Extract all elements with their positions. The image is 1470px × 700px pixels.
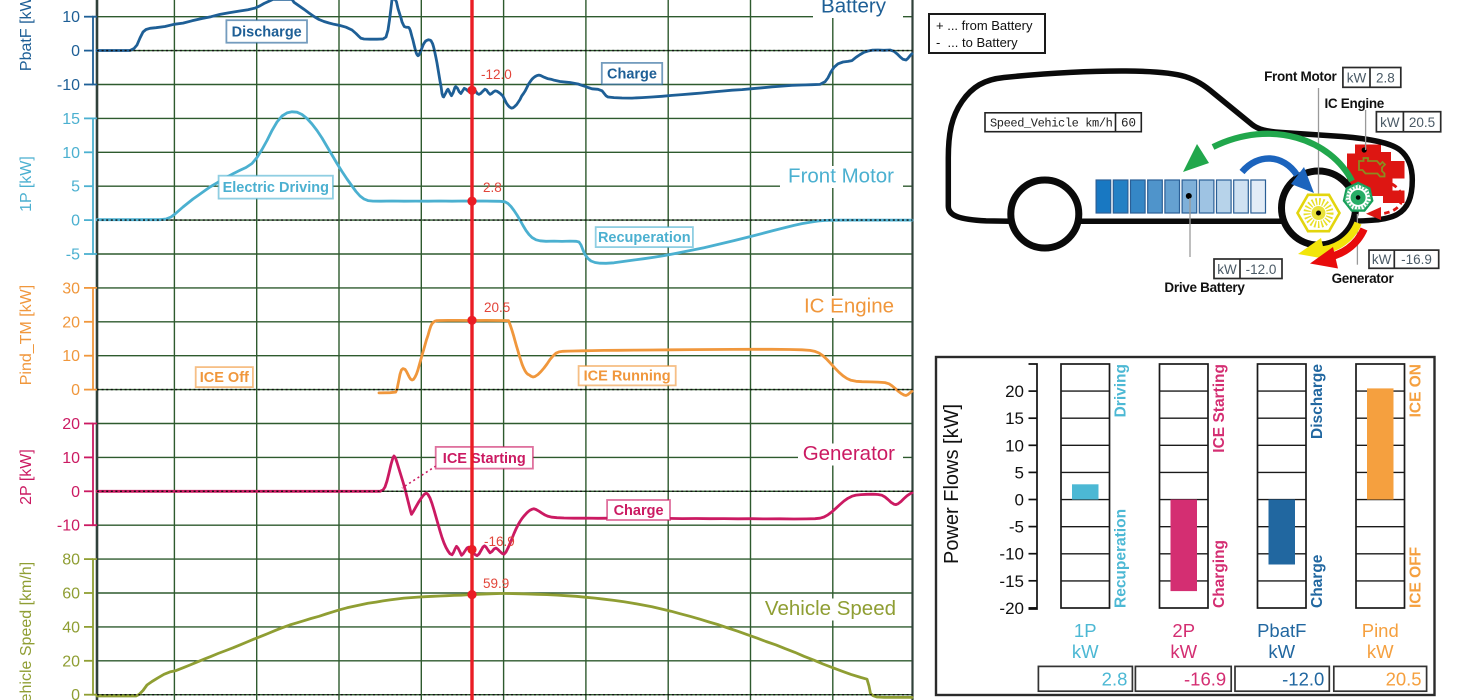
svg-text:kW: kW — [1170, 641, 1197, 662]
svg-text:Speed_Vehicle km/h: Speed_Vehicle km/h — [990, 117, 1113, 131]
svg-text:-5: -5 — [66, 247, 80, 264]
svg-text:60: 60 — [62, 586, 80, 603]
svg-text:0: 0 — [71, 687, 80, 700]
svg-text:IC Engine: IC Engine — [804, 295, 894, 318]
svg-text:Pind: Pind — [1362, 620, 1399, 641]
svg-text:ICE OFF: ICE OFF — [1408, 547, 1425, 608]
svg-text:2.8: 2.8 — [483, 180, 502, 195]
svg-text:0: 0 — [71, 43, 80, 60]
svg-text:Recuperation: Recuperation — [598, 230, 691, 246]
svg-text:Charging: Charging — [1211, 540, 1228, 608]
svg-text:Generator: Generator — [803, 442, 895, 465]
svg-text:Recuperation: Recuperation — [1113, 509, 1130, 608]
svg-text:20: 20 — [62, 416, 80, 433]
svg-text:0: 0 — [71, 484, 80, 501]
svg-text:kW: kW — [1380, 115, 1400, 130]
svg-text:10: 10 — [1005, 436, 1024, 455]
svg-text:40: 40 — [62, 619, 80, 636]
svg-text:Charge: Charge — [614, 503, 664, 519]
svg-text:10: 10 — [62, 450, 80, 467]
svg-text:0: 0 — [71, 213, 80, 230]
svg-text:Front Motor: Front Motor — [1264, 69, 1337, 84]
svg-text:Battery: Battery — [821, 0, 887, 18]
svg-text:-10: -10 — [999, 545, 1024, 564]
svg-text:Driving: Driving — [1113, 364, 1130, 417]
svg-text:59.9: 59.9 — [483, 576, 509, 591]
svg-text:20.5: 20.5 — [1409, 115, 1435, 130]
svg-text:Front Motor: Front Motor — [788, 165, 894, 188]
svg-text:Generator: Generator — [1332, 271, 1395, 286]
svg-text:ICE Running: ICE Running — [584, 369, 671, 385]
svg-text:-16.9: -16.9 — [1401, 252, 1432, 267]
svg-text:5: 5 — [1015, 463, 1024, 482]
svg-text:Drive Battery: Drive Battery — [1164, 280, 1245, 295]
svg-text:kW: kW — [1268, 641, 1295, 662]
svg-text:10: 10 — [62, 9, 80, 26]
svg-text:-16.9: -16.9 — [484, 534, 515, 549]
svg-text:-16.9: -16.9 — [1184, 669, 1226, 690]
svg-text:2P [kW]: 2P [kW] — [18, 449, 35, 505]
svg-text:IC Engine: IC Engine — [1324, 96, 1384, 111]
svg-text:kW: kW — [1372, 252, 1392, 267]
svg-text:Pind_TM [kW]: Pind_TM [kW] — [18, 285, 35, 385]
svg-text:-5: -5 — [1009, 518, 1024, 537]
svg-text:Discharge: Discharge — [232, 24, 302, 40]
svg-text:20.5: 20.5 — [484, 300, 510, 315]
svg-text:-12.0: -12.0 — [481, 67, 512, 82]
svg-text:-20: -20 — [999, 599, 1024, 618]
svg-text:Vehicle Speed [km/h]: Vehicle Speed [km/h] — [18, 562, 35, 700]
svg-text:20: 20 — [62, 314, 80, 331]
svg-text:ICE Starting: ICE Starting — [443, 451, 526, 467]
svg-text:kW: kW — [1367, 641, 1394, 662]
svg-text:Discharge: Discharge — [1309, 364, 1326, 439]
svg-text:Vehicle Speed: Vehicle Speed — [765, 597, 896, 620]
svg-text:ICE Starting: ICE Starting — [1211, 364, 1228, 453]
svg-text:Electric Driving: Electric Driving — [223, 180, 329, 196]
svg-text:Power Flows [kW]: Power Flows [kW] — [941, 404, 963, 564]
svg-text:kW: kW — [1217, 262, 1237, 277]
svg-text:15: 15 — [62, 111, 80, 128]
svg-text:PbatF: PbatF — [1257, 620, 1306, 641]
svg-text:80: 80 — [62, 552, 80, 569]
svg-text:- ... to Battery: - ... to Battery — [936, 35, 1018, 50]
svg-text:1P: 1P — [1074, 620, 1097, 641]
svg-text:0: 0 — [1015, 491, 1024, 510]
svg-text:-12.0: -12.0 — [1282, 669, 1324, 690]
svg-text:20: 20 — [1005, 382, 1024, 401]
svg-text:2.8: 2.8 — [1376, 70, 1395, 85]
svg-text:-10: -10 — [57, 77, 80, 94]
svg-text:ICE Off: ICE Off — [200, 370, 249, 386]
svg-text:10: 10 — [62, 145, 80, 162]
svg-text:5: 5 — [71, 179, 80, 196]
svg-text:2P: 2P — [1172, 620, 1195, 641]
svg-text:10: 10 — [62, 348, 80, 365]
svg-text:30: 30 — [62, 280, 80, 297]
svg-text:kW: kW — [1347, 70, 1367, 85]
svg-text:1P [kW]: 1P [kW] — [18, 156, 35, 212]
svg-text:ICE ON: ICE ON — [1408, 364, 1425, 417]
svg-text:kW: kW — [1072, 641, 1099, 662]
svg-text:-12.0: -12.0 — [1246, 262, 1277, 277]
svg-text:0: 0 — [71, 382, 80, 399]
svg-text:2.8: 2.8 — [1102, 669, 1128, 690]
svg-text:60: 60 — [1121, 117, 1136, 131]
svg-text:PbatF [kW]: PbatF [kW] — [18, 0, 35, 71]
svg-text:+ ... from Battery: + ... from Battery — [936, 18, 1033, 33]
svg-text:Charge: Charge — [607, 67, 657, 83]
svg-text:Charge: Charge — [1309, 554, 1326, 608]
svg-text:20.5: 20.5 — [1386, 669, 1422, 690]
svg-text:20: 20 — [62, 653, 80, 670]
svg-text:-10: -10 — [57, 518, 80, 535]
svg-text:15: 15 — [1005, 409, 1024, 428]
svg-text:-15: -15 — [999, 572, 1024, 591]
